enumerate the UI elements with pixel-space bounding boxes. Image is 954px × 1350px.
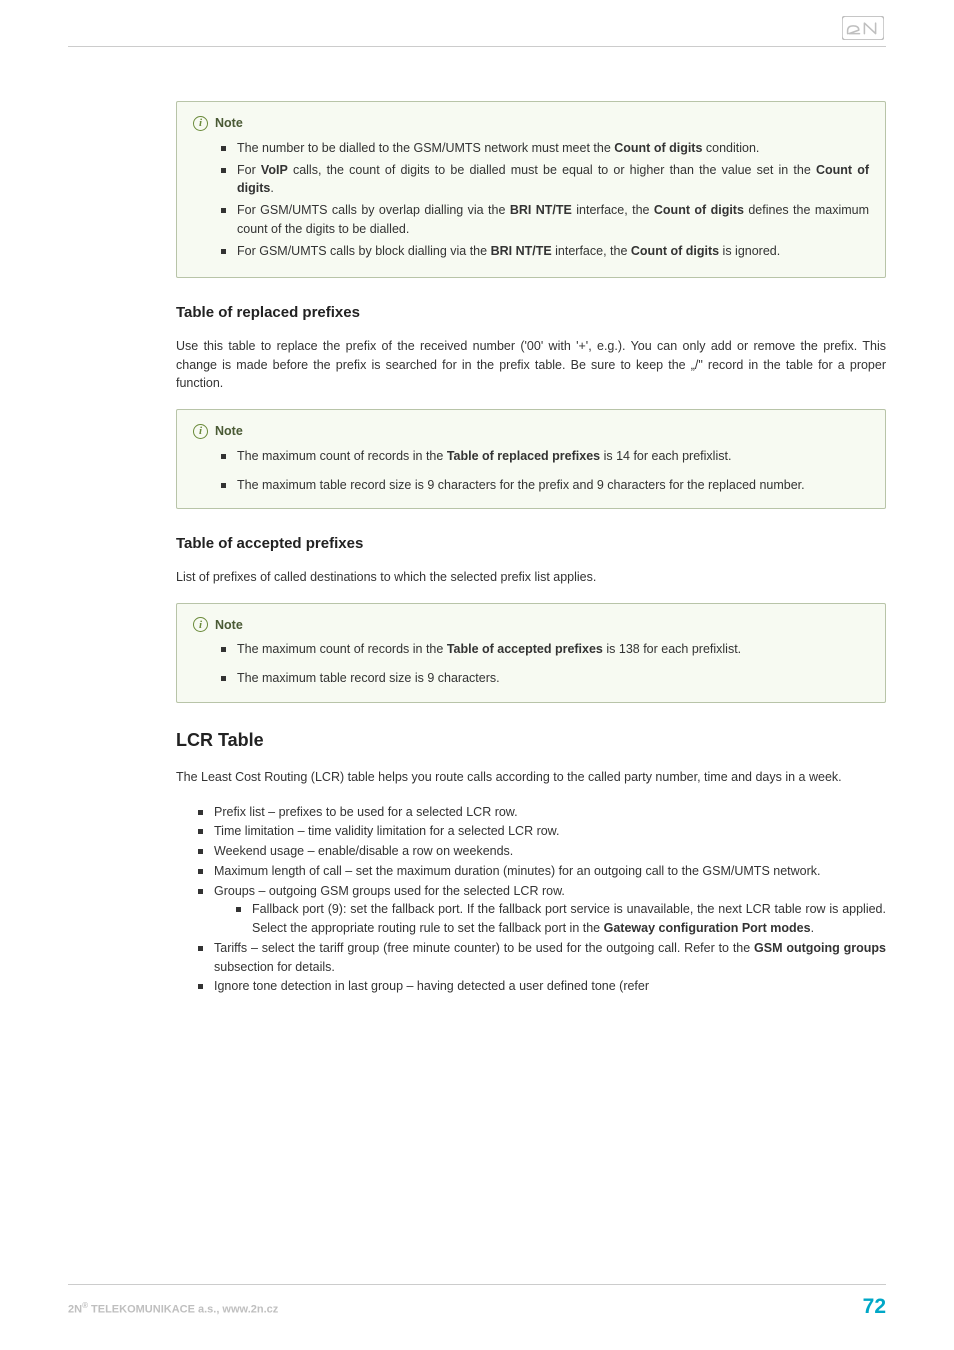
note-list: The maximum count of records in the Tabl… [193,640,869,688]
list-item: Weekend usage – enable/disable a row on … [214,842,886,861]
note-item: For GSM/UMTS calls by block dialling via… [237,242,869,261]
para-accepted-prefixes: List of prefixes of called destinations … [176,568,886,587]
note-list: The number to be dialled to the GSM/UMTS… [193,139,869,261]
note-item: The number to be dialled to the GSM/UMTS… [237,139,869,158]
list-item: Time limitation – time validity limitati… [214,822,886,841]
note-item: The maximum count of records in the Tabl… [237,640,869,659]
note-item: The maximum count of records in the Tabl… [237,447,869,466]
para-replaced-prefixes: Use this table to replace the prefix of … [176,337,886,393]
footer-rule [68,1284,886,1285]
page-footer: 2N® TELEKOMUNIKACE a.s., www.2n.cz 72 [68,1284,886,1323]
note-title: i Note [193,616,869,635]
list-item: Ignore tone detection in last group – ha… [214,977,886,996]
footer-company: 2N® TELEKOMUNIKACE a.s., www.2n.cz [68,1300,278,1318]
brand-logo [842,16,884,46]
note-label: Note [215,616,243,635]
note-list: The maximum count of records in the Tabl… [193,447,869,495]
info-icon: i [193,617,208,632]
info-icon: i [193,116,208,131]
note-item: The maximum table record size is 9 chara… [237,669,869,688]
note-box-2: i Note The maximum count of records in t… [176,409,886,509]
list-item: Maximum length of call – set the maximum… [214,862,886,881]
note-label: Note [215,422,243,441]
page-number: 72 [863,1291,886,1323]
lcr-list: Prefix list – prefixes to be used for a … [176,803,886,997]
para-lcr: The Least Cost Routing (LCR) table helps… [176,768,886,787]
note-item: The maximum table record size is 9 chara… [237,476,869,495]
heading-accepted-prefixes: Table of accepted prefixes [176,533,886,556]
note-title: i Note [193,114,869,133]
list-item: Groups – outgoing GSM groups used for th… [214,882,886,938]
heading-lcr-table: LCR Table [176,727,886,754]
list-item: Tariffs – select the tariff group (free … [214,939,886,977]
note-box-1: i Note The number to be dialled to the G… [176,101,886,278]
note-item: For GSM/UMTS calls by overlap dialling v… [237,201,869,239]
list-item: Prefix list – prefixes to be used for a … [214,803,886,822]
list-item-text: Groups – outgoing GSM groups used for th… [214,884,565,898]
note-item: For VoIP calls, the count of digits to b… [237,161,869,199]
note-label: Note [215,114,243,133]
heading-replaced-prefixes: Table of replaced prefixes [176,302,886,325]
note-title: i Note [193,422,869,441]
top-rule [68,46,886,47]
sub-list-item: Fallback port (9): set the fallback port… [252,900,886,938]
note-box-3: i Note The maximum count of records in t… [176,603,886,703]
info-icon: i [193,424,208,439]
